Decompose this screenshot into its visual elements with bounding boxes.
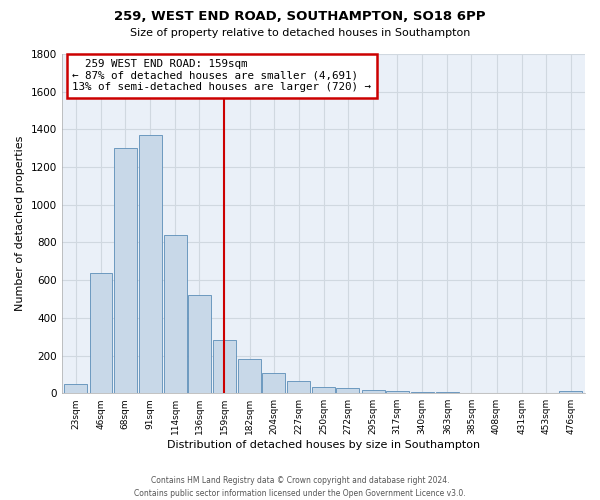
- Bar: [164, 235, 187, 393]
- Bar: [337, 388, 359, 393]
- Bar: [238, 360, 261, 393]
- X-axis label: Distribution of detached houses by size in Southampton: Distribution of detached houses by size …: [167, 440, 480, 450]
- Bar: [313, 386, 335, 393]
- Bar: [262, 374, 285, 393]
- Bar: [362, 390, 385, 393]
- Bar: [386, 391, 409, 393]
- Bar: [213, 340, 236, 393]
- Bar: [188, 295, 211, 393]
- Text: Contains HM Land Registry data © Crown copyright and database right 2024.
Contai: Contains HM Land Registry data © Crown c…: [134, 476, 466, 498]
- Bar: [113, 148, 137, 393]
- Bar: [287, 381, 310, 393]
- Bar: [89, 272, 112, 393]
- Text: 259 WEST END ROAD: 159sqm
← 87% of detached houses are smaller (4,691)
13% of se: 259 WEST END ROAD: 159sqm ← 87% of detac…: [72, 59, 371, 92]
- Text: 259, WEST END ROAD, SOUTHAMPTON, SO18 6PP: 259, WEST END ROAD, SOUTHAMPTON, SO18 6P…: [114, 10, 486, 23]
- Y-axis label: Number of detached properties: Number of detached properties: [15, 136, 25, 312]
- Bar: [64, 384, 88, 393]
- Bar: [436, 392, 459, 393]
- Bar: [139, 135, 161, 393]
- Text: Size of property relative to detached houses in Southampton: Size of property relative to detached ho…: [130, 28, 470, 38]
- Bar: [559, 392, 582, 393]
- Bar: [460, 392, 483, 393]
- Bar: [411, 392, 434, 393]
